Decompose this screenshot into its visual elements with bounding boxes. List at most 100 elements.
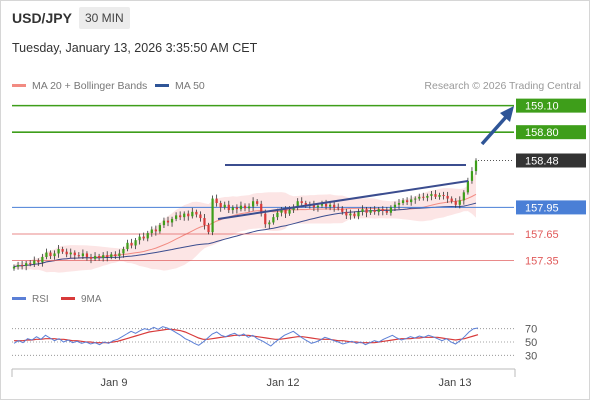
candle bbox=[93, 256, 97, 259]
legend-label-ma50: MA 50 bbox=[175, 80, 205, 92]
candle bbox=[65, 251, 68, 255]
candle bbox=[219, 202, 222, 208]
last-price-tag bbox=[516, 153, 586, 168]
candle bbox=[106, 255, 109, 257]
candle bbox=[179, 215, 182, 218]
candle bbox=[97, 256, 101, 258]
candle bbox=[377, 209, 380, 212]
candle bbox=[422, 196, 425, 198]
bollinger-band-area bbox=[14, 170, 476, 273]
price-level-label: 159.10 bbox=[525, 101, 559, 113]
interval-badge[interactable]: 30 MIN bbox=[79, 7, 130, 29]
candle bbox=[410, 199, 413, 203]
candle bbox=[114, 254, 117, 257]
candle bbox=[284, 209, 287, 214]
candle bbox=[37, 260, 40, 263]
legend-label-rsi: RSI bbox=[32, 294, 49, 305]
candle bbox=[264, 213, 267, 225]
price-level-tag bbox=[516, 98, 586, 113]
legend-item-ma20: MA 20 + Bollinger Bands bbox=[12, 80, 147, 92]
rsi-tick-label: 30 bbox=[525, 350, 537, 362]
candle bbox=[203, 218, 206, 226]
candle bbox=[385, 210, 388, 213]
ma50-swatch-icon bbox=[155, 83, 169, 87]
candle bbox=[49, 252, 52, 257]
candle bbox=[29, 263, 32, 265]
price-level-label: 158.80 bbox=[525, 127, 559, 139]
candle bbox=[324, 203, 328, 207]
candle bbox=[320, 203, 324, 206]
x-tick-label: Jan 13 bbox=[438, 377, 471, 389]
candle bbox=[247, 206, 251, 209]
candle bbox=[57, 249, 60, 254]
credit-text: Research © 2026 Trading Central bbox=[424, 80, 581, 92]
candle bbox=[33, 260, 36, 265]
candle bbox=[349, 213, 352, 216]
candle bbox=[215, 198, 218, 203]
candle bbox=[361, 209, 364, 212]
candle bbox=[268, 222, 271, 225]
candle bbox=[251, 201, 255, 207]
candle bbox=[414, 198, 417, 200]
candle bbox=[381, 209, 384, 211]
candle bbox=[316, 205, 320, 208]
candle bbox=[138, 236, 141, 241]
price-level-label: 158.48 bbox=[525, 156, 559, 168]
price-level-tag bbox=[516, 200, 586, 215]
candle bbox=[272, 217, 275, 223]
candle bbox=[239, 205, 243, 210]
legend-label-9ma: 9MA bbox=[81, 294, 102, 305]
candle bbox=[458, 200, 461, 205]
candle bbox=[85, 253, 89, 257]
candle bbox=[89, 256, 93, 259]
candle bbox=[434, 194, 437, 197]
candle bbox=[146, 233, 149, 239]
candle bbox=[296, 201, 299, 207]
candle bbox=[288, 210, 291, 214]
candle bbox=[341, 208, 344, 212]
triangle-lower-line bbox=[217, 180, 469, 220]
candle bbox=[470, 171, 474, 181]
candle bbox=[154, 229, 157, 232]
candle bbox=[118, 253, 121, 257]
candle bbox=[243, 205, 247, 209]
price-level-label: 157.95 bbox=[525, 202, 559, 214]
candle bbox=[130, 242, 133, 246]
symbol-label: USD/JPY bbox=[12, 10, 72, 26]
candle bbox=[53, 253, 56, 257]
forecast-arrow-icon bbox=[500, 106, 514, 122]
candle bbox=[207, 225, 210, 233]
price-level-label: 157.65 bbox=[525, 229, 559, 241]
ma9-swatch-icon bbox=[61, 296, 75, 300]
candle bbox=[333, 204, 336, 208]
candle bbox=[158, 225, 162, 232]
price-level-label: 157.35 bbox=[525, 256, 559, 268]
candle bbox=[353, 213, 356, 217]
candle bbox=[260, 203, 263, 214]
candle bbox=[110, 254, 113, 257]
candle bbox=[442, 195, 445, 197]
candle bbox=[150, 229, 153, 234]
candle bbox=[450, 198, 453, 202]
candle bbox=[211, 198, 214, 233]
candle bbox=[474, 160, 478, 172]
candle bbox=[373, 210, 376, 212]
candle bbox=[61, 249, 64, 252]
candle bbox=[337, 207, 340, 209]
candle bbox=[426, 195, 429, 198]
candle bbox=[187, 213, 190, 217]
candle bbox=[462, 192, 465, 201]
candle bbox=[256, 201, 259, 204]
candle bbox=[174, 215, 178, 219]
candle bbox=[231, 207, 234, 211]
candle bbox=[199, 214, 202, 219]
candle bbox=[142, 236, 145, 239]
rsi-tick-label: 70 bbox=[525, 324, 537, 336]
candle bbox=[446, 195, 449, 199]
x-tick-label: Jan 9 bbox=[101, 377, 128, 389]
candle bbox=[365, 209, 368, 213]
candle bbox=[418, 196, 421, 199]
candle bbox=[81, 253, 85, 257]
candle bbox=[126, 242, 129, 250]
candle bbox=[25, 263, 28, 266]
